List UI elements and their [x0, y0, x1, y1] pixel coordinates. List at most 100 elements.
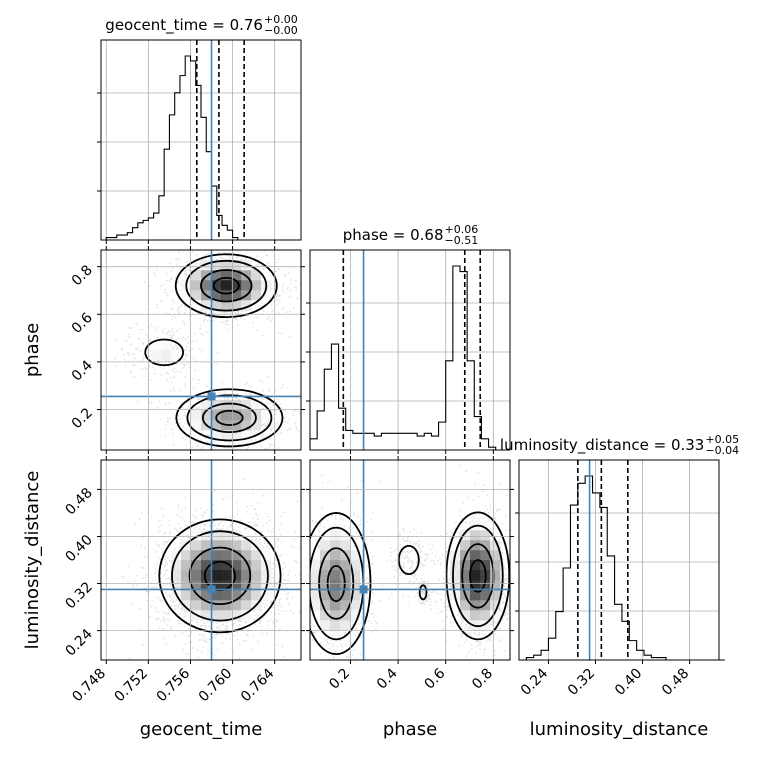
- contour-line: [171, 530, 269, 622]
- density-cell: [330, 630, 341, 641]
- contour-line: [418, 584, 428, 601]
- density-cell: [460, 570, 471, 581]
- x-tick-label-phase: 0.4: [374, 665, 401, 692]
- density-cell: [241, 560, 252, 571]
- density-cell: [171, 570, 182, 581]
- y-tick-label-luminosity_distance: 0.24: [62, 626, 95, 659]
- density-cell: [161, 350, 172, 361]
- density-cell: [221, 540, 232, 551]
- density-cell: [310, 600, 321, 611]
- title-geocent_time: geocent_time = 0.76 +0.00−0.00: [105, 13, 297, 37]
- density-cell: [340, 550, 351, 561]
- density-cell: [181, 580, 192, 591]
- density-cell: [211, 280, 222, 291]
- density-cell: [320, 590, 331, 601]
- density-cell: [201, 550, 212, 561]
- contour-line: [212, 276, 240, 295]
- contour-line: [174, 253, 278, 319]
- density-cell: [241, 400, 252, 411]
- density-cell: [241, 260, 252, 271]
- contour-line: [185, 259, 268, 312]
- density-cell: [201, 300, 212, 311]
- density-cell: [310, 610, 321, 621]
- density-cell: [181, 570, 192, 581]
- density-cell: [231, 600, 242, 611]
- density-cell: [201, 600, 212, 611]
- density-cell: [221, 290, 232, 301]
- density-cell: [490, 610, 501, 621]
- panel-title-phase: phase = 0.68: [343, 226, 444, 244]
- density-cell: [201, 280, 212, 291]
- panel-geocent_time-vs-phase-frame: [100, 249, 302, 451]
- density-cell: [191, 290, 202, 301]
- x-tick-label-luminosity_distance: 0.32: [565, 666, 598, 699]
- truth-marker: [207, 392, 216, 401]
- y-tick-label-luminosity_distance: 0.32: [62, 579, 95, 612]
- density-cell: [350, 600, 361, 611]
- density-cell: [460, 530, 471, 541]
- density-cell: [191, 600, 202, 611]
- density-cell: [350, 580, 361, 591]
- density-cell: [320, 600, 331, 611]
- hist-phase-frame: [309, 249, 511, 451]
- title-phase: phase = 0.68 +0.06−0.51: [343, 223, 479, 247]
- density-cell: [261, 290, 272, 301]
- density-cell: [191, 280, 202, 291]
- density-cell: [181, 600, 192, 611]
- density-cell: [340, 530, 351, 541]
- density-cell: [470, 580, 481, 591]
- density-cell: [201, 560, 212, 571]
- density-cell: [211, 530, 222, 541]
- density-cell: [251, 550, 262, 561]
- density-cell: [201, 570, 212, 581]
- title-upper-geocent_time: +0.00: [264, 13, 298, 26]
- density-cell: [330, 550, 341, 561]
- panel-phase-vs-luminosity_distance: [310, 460, 510, 660]
- density-cell: [211, 550, 222, 561]
- density-cell: [251, 280, 262, 291]
- density-cell: [261, 270, 272, 281]
- density-cell: [320, 620, 331, 631]
- density-cell: [231, 590, 242, 601]
- density-cell: [231, 610, 242, 621]
- title-lower-phase: −0.51: [445, 234, 479, 247]
- density-cell: [221, 610, 232, 621]
- density-cell: [350, 560, 361, 571]
- density-cell: [490, 550, 501, 561]
- density-cell: [211, 560, 222, 571]
- density-cell: [231, 530, 242, 541]
- density-cell: [330, 580, 341, 591]
- density-cell: [221, 300, 232, 311]
- density-cell: [310, 550, 321, 561]
- density-cell: [241, 420, 252, 431]
- density-cell: [201, 400, 212, 411]
- density-cell: [310, 560, 321, 571]
- density-cell: [221, 260, 232, 271]
- density-cell: [221, 410, 232, 421]
- density-cell: [191, 590, 202, 601]
- contour-line: [186, 394, 273, 442]
- density-cell: [251, 290, 262, 301]
- x-tick-label-geocent_time: 0.752: [112, 666, 152, 706]
- density-cell: [340, 600, 351, 611]
- x-axis-label-luminosity_distance: luminosity_distance: [530, 719, 709, 740]
- density-cell: [241, 530, 252, 541]
- density-cell: [241, 300, 252, 311]
- density-cell: [241, 590, 252, 601]
- density-cell: [251, 420, 262, 431]
- density-cell: [221, 600, 232, 611]
- density-cell: [201, 260, 212, 271]
- density-cell: [340, 620, 351, 631]
- density-cell: [480, 530, 491, 541]
- y-tick-label-luminosity_distance: 0.40: [62, 532, 95, 565]
- x-tick-label-phase: 0.8: [469, 666, 496, 693]
- density-cell: [460, 610, 471, 621]
- density-cell: [181, 590, 192, 601]
- density-cell: [241, 580, 252, 591]
- density-cell: [340, 610, 351, 621]
- contour-line: [175, 388, 284, 448]
- density-cell: [231, 410, 242, 421]
- density-cell: [251, 580, 262, 591]
- panel-title-luminosity_distance: luminosity_distance = 0.33: [500, 436, 704, 455]
- density-cell: [490, 600, 501, 611]
